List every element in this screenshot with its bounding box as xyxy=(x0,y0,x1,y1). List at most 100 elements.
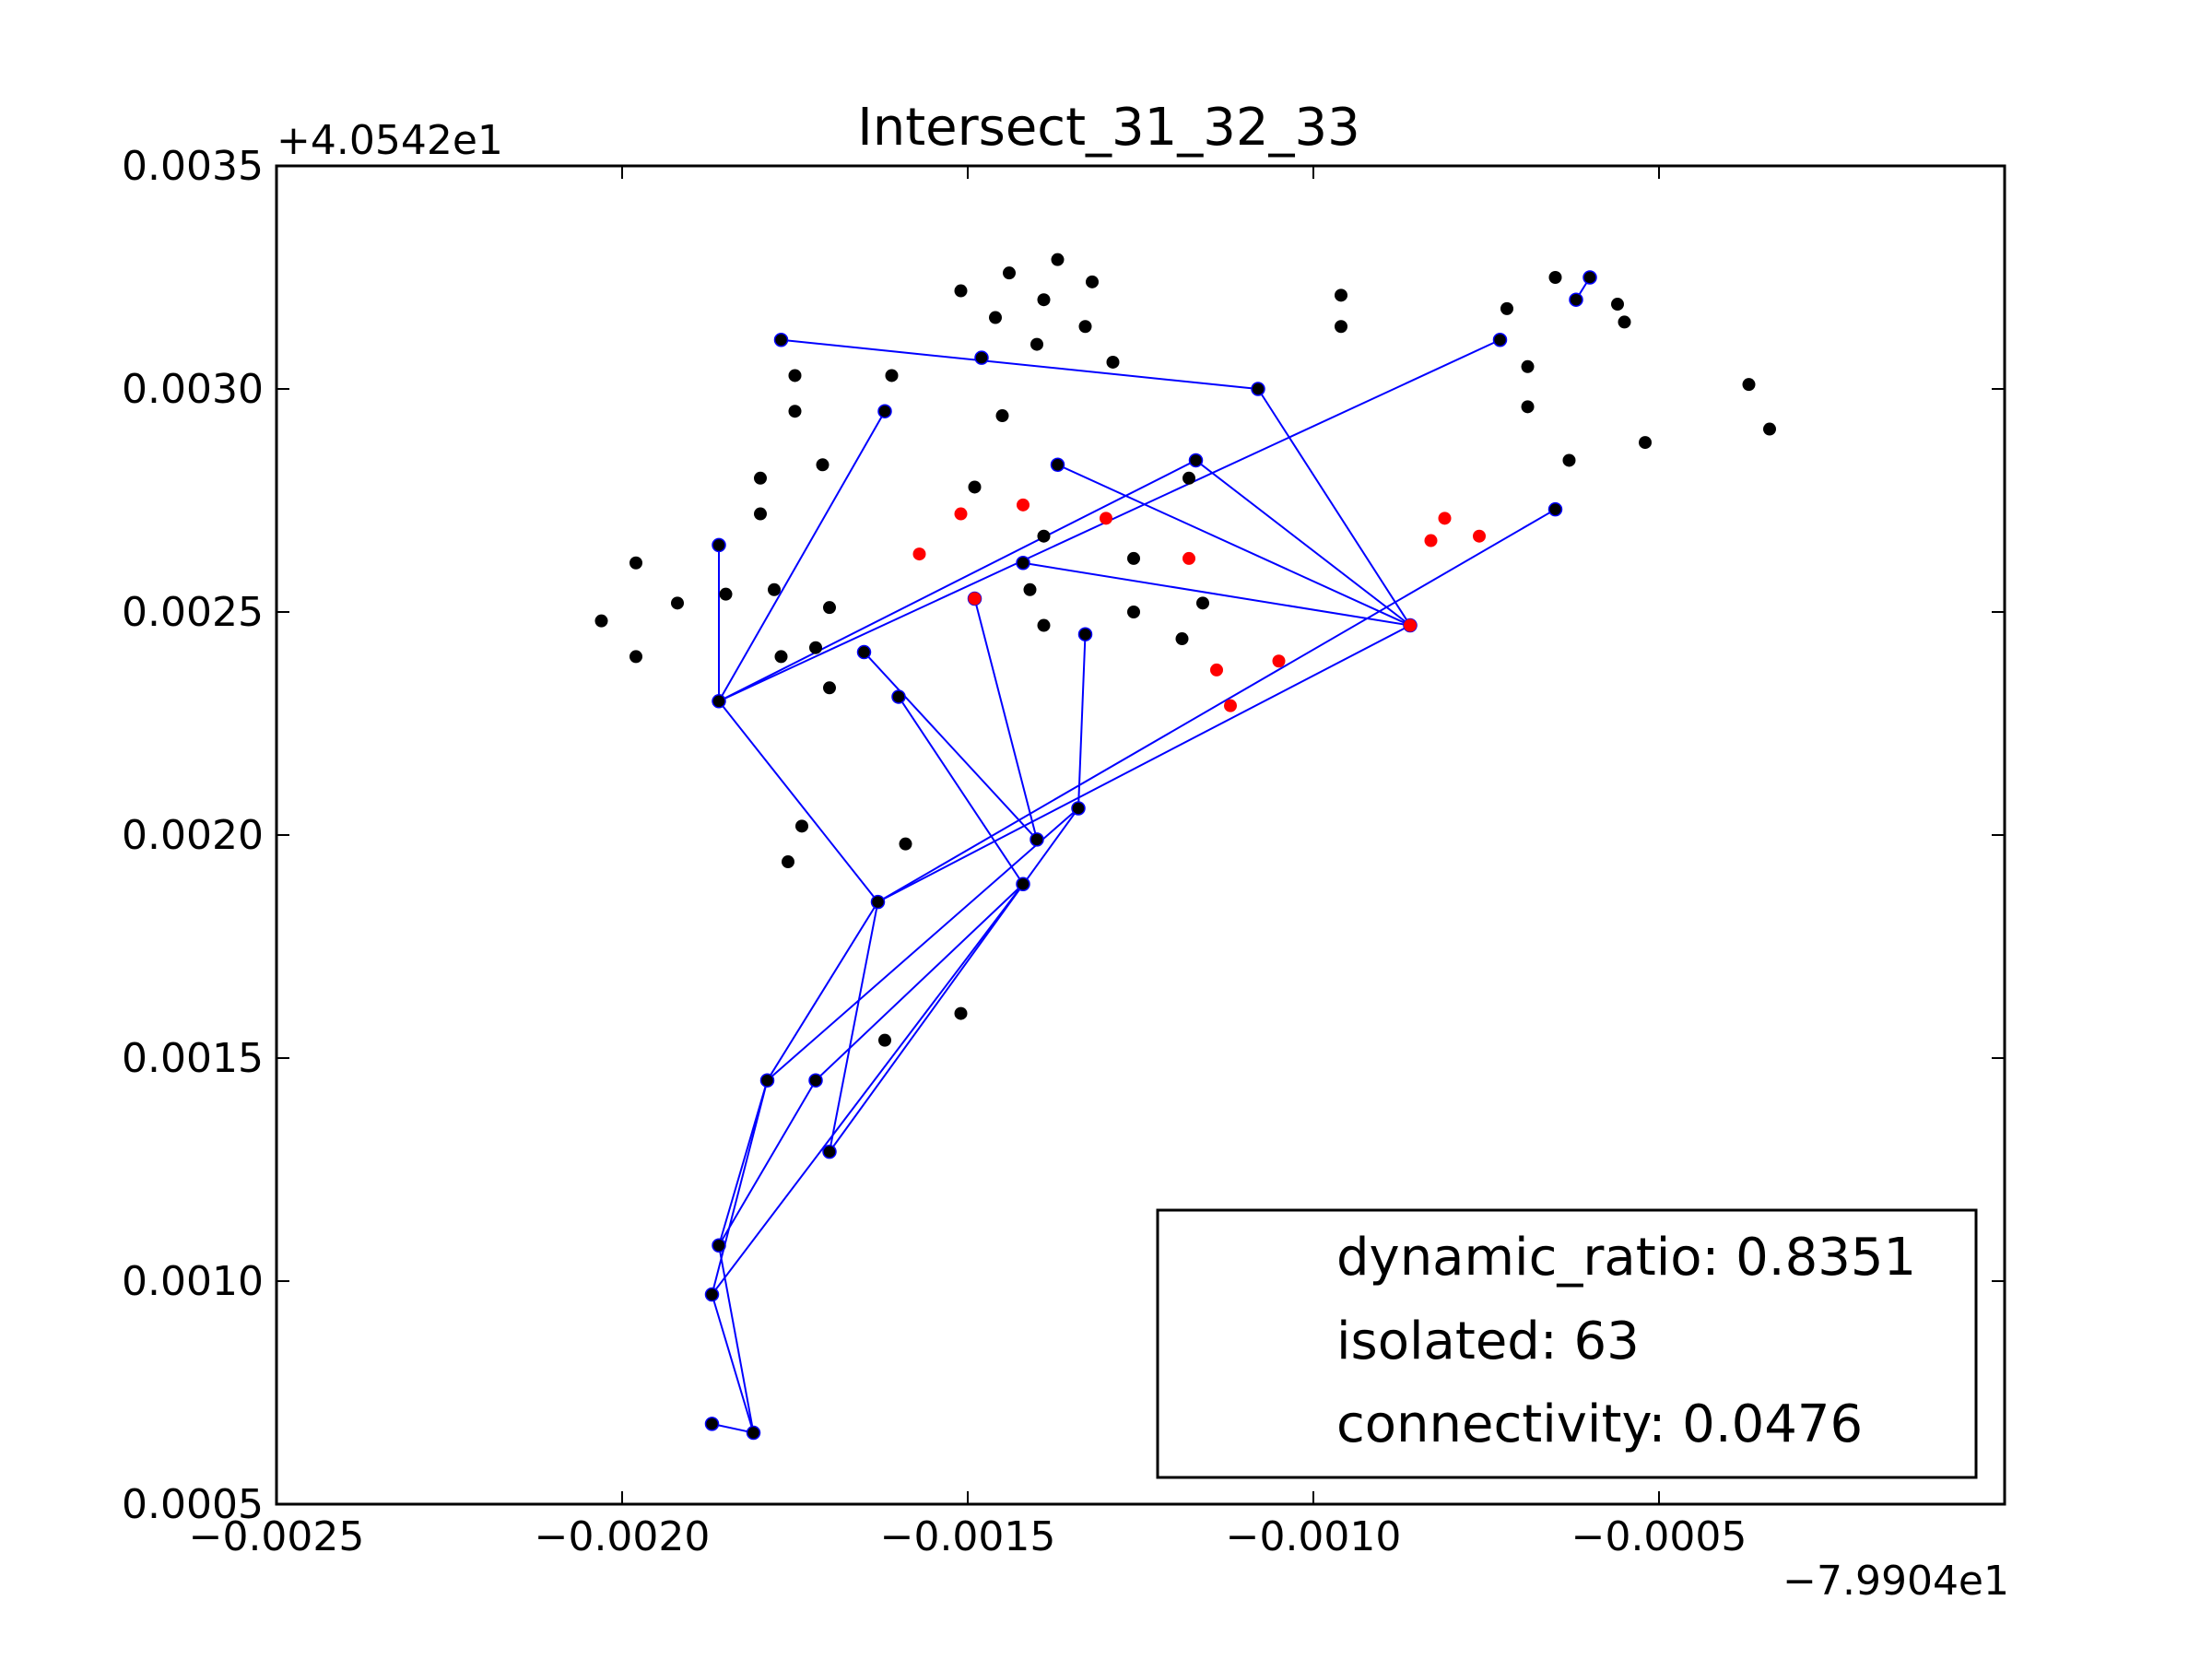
graph-node xyxy=(1016,877,1030,891)
red-point xyxy=(1473,529,1486,543)
graph-edge xyxy=(718,459,1196,702)
black-point xyxy=(1127,606,1140,618)
graph-node xyxy=(1188,453,1204,468)
graph-node xyxy=(1077,627,1093,641)
black-point xyxy=(754,471,767,485)
black-point xyxy=(995,409,1009,423)
legend-entry-isolated: isolated: 63 xyxy=(1336,1312,1640,1371)
red-point xyxy=(1182,551,1195,565)
black-point xyxy=(795,819,808,833)
black-point xyxy=(1175,632,1189,646)
graph-node xyxy=(1050,457,1065,473)
x-tick-label: −0.0015 xyxy=(880,1513,1056,1560)
graph-edge xyxy=(718,1079,769,1246)
black-point xyxy=(782,855,794,869)
graph-node xyxy=(1583,270,1597,285)
graph-node xyxy=(808,1073,823,1088)
plot-area-frame xyxy=(275,164,2006,1506)
graph-node xyxy=(712,1238,726,1253)
y-tick-label: 0.0030 xyxy=(122,366,264,413)
black-point xyxy=(1051,253,1065,266)
black-point xyxy=(1548,271,1562,284)
red-point xyxy=(1272,654,1286,668)
graph-edge xyxy=(1057,464,1411,627)
black-point xyxy=(1639,436,1652,450)
black-point xyxy=(823,681,836,695)
graph-node xyxy=(773,333,789,347)
black-point xyxy=(774,650,788,664)
black-point xyxy=(954,1006,968,1020)
black-point xyxy=(1037,618,1051,632)
black-point xyxy=(1023,582,1037,596)
graph-node xyxy=(704,1417,720,1431)
graph-edge xyxy=(898,696,1024,885)
x-tick-label: −0.0020 xyxy=(535,1513,711,1560)
graph-node xyxy=(1251,382,1265,396)
red-point xyxy=(1424,534,1438,547)
y-tick-label: 0.0010 xyxy=(122,1258,264,1305)
x-tick-label: −0.0010 xyxy=(1226,1513,1402,1560)
graph-edge xyxy=(829,901,879,1152)
black-point xyxy=(1030,337,1043,351)
black-point xyxy=(788,369,802,382)
black-point xyxy=(1618,315,1631,329)
y-offset-label: +4.0542e1 xyxy=(276,117,503,164)
black-point xyxy=(989,311,1002,324)
red-point xyxy=(1438,512,1452,525)
graph-edges xyxy=(711,276,1591,1434)
legend-entry-dynamic-ratio: dynamic_ratio: 0.8351 xyxy=(1336,1228,1916,1288)
y-tick-label: 0.0035 xyxy=(122,143,264,190)
black-point xyxy=(754,507,767,521)
graph-node xyxy=(1547,501,1563,517)
black-point xyxy=(1562,453,1576,467)
red-point xyxy=(1224,699,1237,712)
black-point xyxy=(878,1033,891,1047)
black-point xyxy=(1182,471,1195,485)
x-tick-label: −0.0005 xyxy=(1571,1513,1747,1560)
graph-node xyxy=(822,1144,837,1159)
black-point xyxy=(885,369,899,382)
graph-node xyxy=(891,689,906,704)
black-point xyxy=(594,614,608,628)
graph-edge xyxy=(718,410,886,702)
black-point xyxy=(1500,301,1513,315)
black-point xyxy=(1335,288,1347,302)
graph-edge xyxy=(711,1294,755,1433)
graph-edge xyxy=(718,1245,755,1433)
black-point xyxy=(1521,400,1535,414)
black-point xyxy=(954,284,968,298)
graph-node xyxy=(712,537,726,553)
graph-node xyxy=(870,894,886,910)
black-point xyxy=(899,837,912,851)
x-tick-label: −0.0025 xyxy=(189,1513,365,1560)
legend: dynamic_ratio: 0.8351 isolated: 63 conne… xyxy=(1156,1208,1978,1479)
x-offset-label: −7.9904e1 xyxy=(1783,1558,2009,1605)
black-point xyxy=(788,405,802,418)
graph-node xyxy=(974,350,989,365)
graph-edge xyxy=(766,807,1079,1081)
graph-node xyxy=(877,404,892,418)
graph-edge xyxy=(781,338,1259,390)
black-point xyxy=(629,650,642,664)
black-point xyxy=(1106,355,1120,369)
black-point xyxy=(1763,422,1776,436)
graph-edge xyxy=(973,598,1038,841)
black-point xyxy=(1037,529,1051,543)
red-point xyxy=(968,592,982,606)
graph-edge xyxy=(877,624,1411,903)
black-point xyxy=(629,556,642,570)
red-point xyxy=(1404,618,1417,632)
black-point xyxy=(1611,298,1624,312)
graph-edge xyxy=(1194,459,1411,627)
graph-node xyxy=(1071,801,1086,816)
graph-node xyxy=(746,1425,761,1441)
y-tick-label: 0.0015 xyxy=(122,1035,264,1082)
black-point xyxy=(768,582,781,596)
legend-entry-connectivity: connectivity: 0.0476 xyxy=(1336,1394,1863,1454)
data-points xyxy=(594,253,1776,1441)
black-point xyxy=(1127,551,1140,565)
graph-node xyxy=(1569,292,1583,307)
black-point xyxy=(1196,596,1209,610)
graph-edge xyxy=(863,651,1038,841)
red-point xyxy=(1210,663,1223,677)
